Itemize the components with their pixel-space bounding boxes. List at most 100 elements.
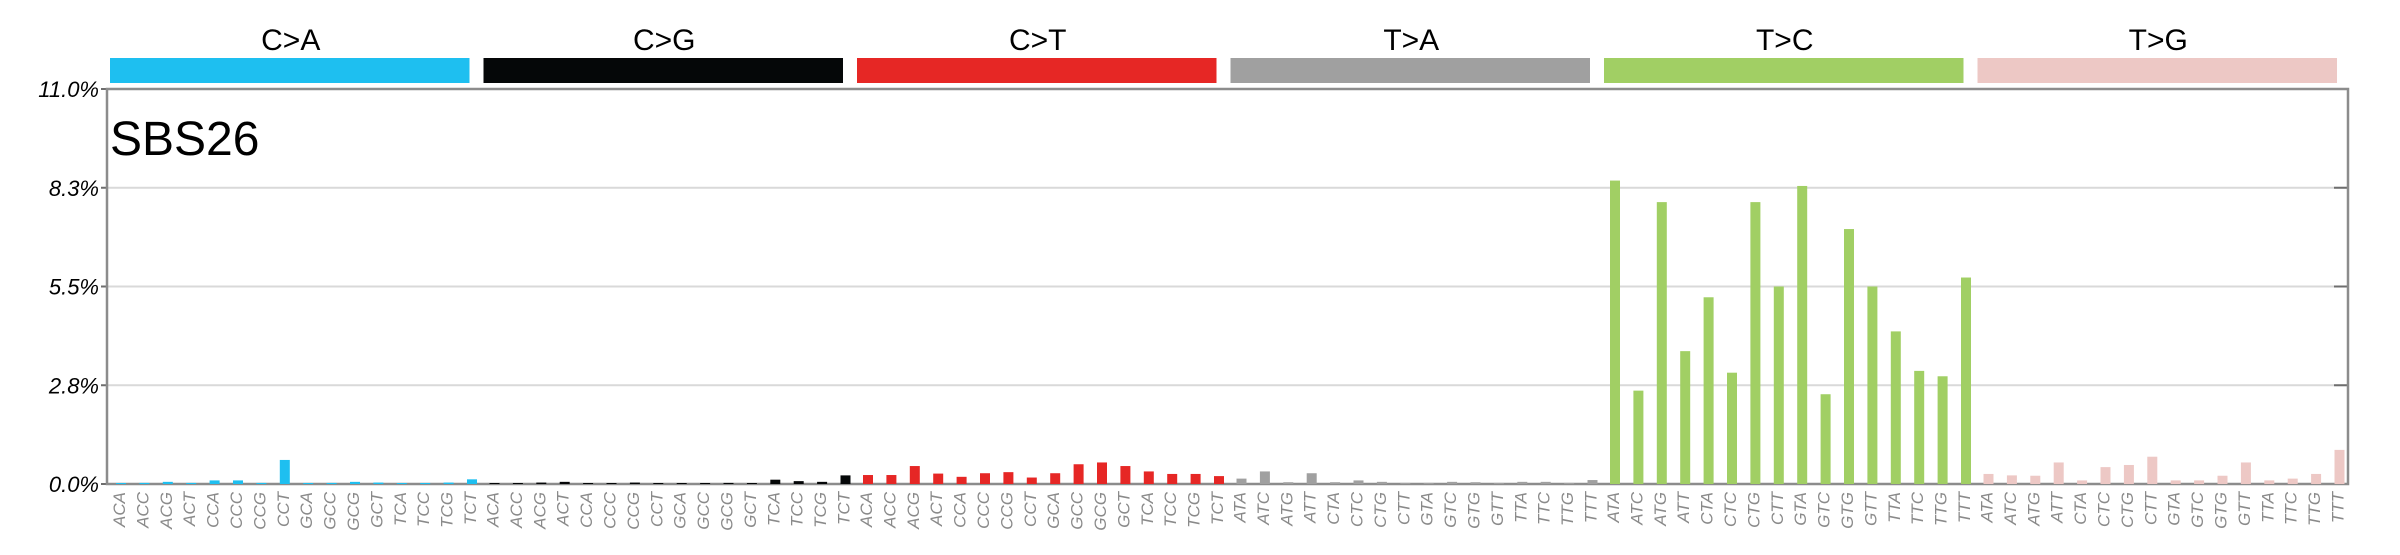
bar — [1656, 202, 1667, 484]
plot-frame — [105, 87, 2350, 486]
x-tick-label: GTT — [1488, 490, 1507, 526]
bar — [1937, 376, 1948, 484]
x-tick-label: GCC — [1068, 491, 1087, 530]
bar — [536, 482, 547, 484]
x-tick-label: CTC — [1721, 491, 1740, 527]
bar — [606, 483, 617, 484]
x-tick-label: TTC — [1535, 491, 1554, 525]
bar — [1470, 482, 1481, 484]
bar — [2194, 480, 2205, 484]
x-tick-label: ACT — [554, 490, 573, 527]
bar — [1517, 481, 1528, 484]
bar — [1797, 185, 1808, 485]
bar — [1026, 477, 1037, 484]
bar — [1493, 482, 1504, 484]
bar — [2170, 480, 2181, 484]
bar — [863, 475, 873, 484]
group-color-band — [1604, 58, 1964, 83]
bar — [1820, 394, 1831, 484]
x-tick-label: ACT — [927, 490, 946, 527]
x-tick-label: CTT — [1394, 490, 1413, 525]
x-tick-label: ACG — [530, 492, 549, 530]
bar — [886, 475, 897, 484]
bar — [1844, 229, 1854, 484]
bar — [443, 482, 454, 484]
x-tick-label: TCC — [1161, 491, 1180, 527]
x-tick-label: CCT — [647, 490, 666, 527]
group-label: C>G — [633, 24, 696, 57]
x-tick-label: ATG — [1277, 492, 1296, 527]
bar — [2053, 462, 2064, 484]
bar — [2217, 475, 2228, 484]
bar — [279, 459, 290, 484]
x-tick-label: GTT — [1861, 490, 1880, 526]
x-tick-label: GTG — [1465, 492, 1484, 529]
bar — [2334, 449, 2345, 484]
bar — [256, 482, 267, 484]
bar — [1190, 473, 1201, 484]
x-tick-label: ACG — [157, 492, 176, 530]
x-tick-label: CCC — [974, 491, 993, 529]
group-label: C>T — [1009, 24, 1067, 57]
x-tick-label: CCA — [951, 492, 970, 528]
bar — [186, 482, 197, 484]
x-axis: ACA ACC ACG ACT CCA CCC CCG CCT GCA GCC GCG GCT TCA T… — [110, 490, 2348, 530]
x-tick-label: ACC — [133, 491, 152, 529]
x-tick-label: TCG — [1185, 492, 1204, 528]
bar — [1633, 390, 1644, 484]
x-tick-label: TCT — [1208, 490, 1227, 525]
bar — [1400, 482, 1411, 484]
x-tick-label: GCC — [321, 491, 340, 530]
x-tick-label: TTC — [2282, 491, 2301, 525]
x-tick-label: CCG — [624, 492, 643, 530]
bar — [1867, 286, 1878, 484]
x-tick-label: TTT — [1582, 490, 1601, 523]
bar — [209, 480, 220, 484]
bar — [1353, 480, 1364, 484]
bar — [116, 483, 126, 484]
y-tick-label: 0.0% — [49, 472, 99, 497]
bar — [1703, 297, 1714, 484]
bar — [350, 481, 360, 484]
group-label: T>C — [1756, 24, 1814, 57]
x-tick-label: GCT — [741, 490, 760, 528]
x-tick-label: GTA — [2165, 492, 2184, 526]
group-color-band — [1977, 58, 2337, 83]
bar — [326, 482, 337, 484]
x-tick-label: GTA — [1418, 492, 1437, 526]
x-tick-label: TCA — [1138, 492, 1157, 526]
x-tick-label: ACA — [484, 492, 503, 528]
bar — [2006, 475, 2017, 484]
x-tick-label: CCT — [274, 490, 293, 527]
bar — [2287, 478, 2298, 484]
bar — [676, 483, 687, 484]
bar — [420, 483, 431, 484]
bar — [1564, 482, 1575, 484]
y-tick-label: 8.3% — [49, 176, 99, 201]
x-tick-label: ACA — [857, 492, 876, 528]
x-tick-label: ATG — [1651, 492, 1670, 527]
bar — [1330, 482, 1341, 484]
bar — [2123, 464, 2134, 484]
x-tick-label: CCT — [1021, 490, 1040, 527]
bar — [1306, 473, 1317, 484]
gridlines — [101, 88, 2348, 485]
bar — [2264, 480, 2275, 484]
x-tick-label: TCC — [788, 491, 807, 527]
bar — [1376, 481, 1387, 484]
bar — [629, 482, 640, 484]
bars — [116, 180, 2345, 485]
bar — [723, 482, 734, 484]
x-tick-label: ATA — [1231, 492, 1250, 524]
x-tick-label: GTC — [2188, 491, 2207, 528]
bar — [1914, 370, 1925, 484]
bar — [746, 483, 757, 484]
x-tick-label: ACA — [110, 492, 129, 528]
bar — [1727, 372, 1737, 484]
x-tick-label: GCC — [694, 491, 713, 530]
bar — [793, 481, 804, 484]
x-tick-label: CTC — [2095, 491, 2114, 527]
x-tick-label: TTT — [2329, 490, 2348, 523]
bar — [162, 481, 173, 484]
